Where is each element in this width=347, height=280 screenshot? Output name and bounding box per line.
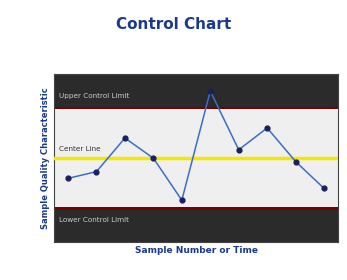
Text: Lower Control Limit: Lower Control Limit	[59, 217, 129, 223]
Point	[94, 169, 99, 174]
Point	[321, 186, 327, 191]
Point	[208, 89, 213, 93]
Point	[179, 198, 185, 202]
Point	[122, 136, 128, 140]
Point	[65, 176, 71, 181]
Point	[264, 126, 270, 130]
Point	[151, 156, 156, 160]
Bar	[54, 210, 338, 242]
Point	[236, 148, 242, 152]
Text: Upper Control Limit: Upper Control Limit	[59, 93, 130, 99]
Bar	[54, 107, 338, 109]
Text: Center Line: Center Line	[59, 146, 101, 152]
Bar	[54, 207, 338, 210]
Text: Control Chart: Control Chart	[116, 17, 231, 32]
Y-axis label: Sample Quality Characteristic: Sample Quality Characteristic	[41, 87, 50, 229]
Bar	[54, 74, 338, 107]
Point	[293, 159, 298, 164]
X-axis label: Sample Number or Time: Sample Number or Time	[135, 246, 257, 255]
